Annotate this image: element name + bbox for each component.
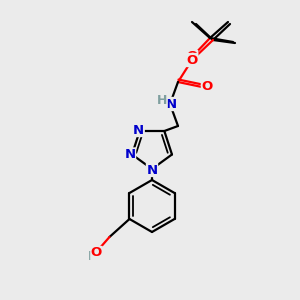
Text: N: N <box>133 124 144 136</box>
Text: O: O <box>186 50 198 64</box>
Text: H: H <box>157 94 167 107</box>
Text: H: H <box>88 250 99 263</box>
Text: O: O <box>186 53 198 67</box>
Text: O: O <box>91 247 102 260</box>
Text: N: N <box>165 98 177 110</box>
Text: O: O <box>201 80 213 94</box>
Text: N: N <box>124 148 136 161</box>
Text: N: N <box>146 164 158 176</box>
